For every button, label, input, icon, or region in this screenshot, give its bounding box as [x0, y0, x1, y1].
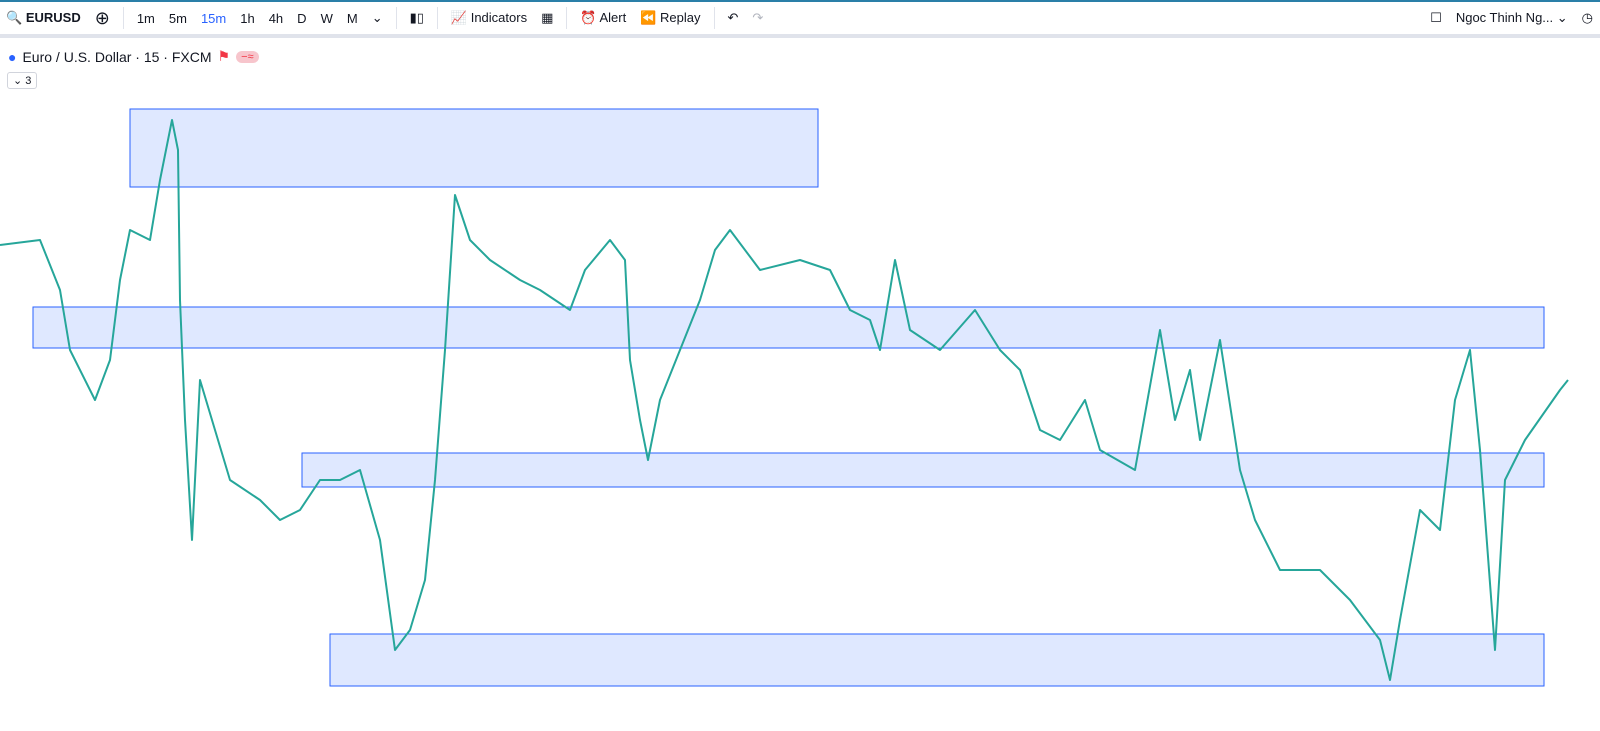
zone [329, 633, 1545, 687]
status-badge: −≈ [236, 50, 259, 63]
zone [32, 306, 1545, 349]
interval-button[interactable]: 1m [136, 10, 155, 26]
collapsed-count[interactable]: 3 [25, 75, 32, 87]
interval-button[interactable]: W [320, 10, 333, 26]
alert-button[interactable]: ⏰ Alert [580, 10, 627, 25]
indicators-label[interactable]: Indicators [470, 10, 528, 25]
symbol-search[interactable]: 🔍 EURUSD [6, 10, 81, 25]
separator [566, 7, 568, 29]
symbol-icon: ● [8, 48, 17, 65]
separator [436, 7, 438, 29]
redo-button[interactable]: ↷ [752, 10, 764, 25]
interval-menu[interactable]: ⌄ [371, 10, 383, 25]
replay-button[interactable]: ⏪ Replay [640, 10, 701, 25]
user-menu[interactable]: Ngoc Thinh Ng... ⌄ [1455, 10, 1568, 25]
indicator-toggle[interactable]: ⌄ 3 [7, 72, 38, 89]
zone [129, 108, 819, 188]
interval-group: 1m 5m 15m 1h 4h D W M [130, 11, 365, 26]
price-line [0, 119, 1569, 681]
separator [122, 7, 124, 29]
interval-button[interactable]: 4h [268, 10, 284, 26]
indicators-button[interactable]: 📈 Indicators [450, 10, 528, 25]
layouts-button[interactable]: ▦ [541, 10, 554, 25]
alert-label[interactable]: Alert [599, 10, 627, 25]
legend: ● Euro / U.S. Dollar · 15 · FXCM ⚑ −≈ [8, 48, 259, 65]
layout-checkbox[interactable]: ☐ [1430, 10, 1442, 25]
settings-button[interactable]: ◷ [1581, 10, 1593, 25]
separator [395, 7, 397, 29]
toolbar: 🔍 EURUSD ⊕ 1m 5m 15m 1h 4h D W M ⌄ ▮▯ 📈 Indicat… [0, 0, 1600, 38]
interval-button[interactable]: 1h [240, 10, 255, 26]
separator [713, 7, 715, 29]
interval-button[interactable]: M [346, 10, 358, 26]
interval-button[interactable]: D [297, 10, 307, 26]
undo-button[interactable]: ↶ [727, 10, 739, 25]
compare-button[interactable]: ⊕ [94, 7, 110, 28]
user-name[interactable]: Ngoc Thinh Ng... [1455, 10, 1554, 25]
interval-button[interactable]: 5m [168, 10, 187, 26]
zone [301, 452, 1545, 488]
flag-icon[interactable]: ⚑ [217, 48, 231, 64]
interval-button[interactable]: 15m [200, 10, 227, 26]
replay-label[interactable]: Replay [660, 10, 701, 25]
chart-type-button[interactable]: ▮▯ [409, 10, 424, 25]
legend-title: Euro / U.S. Dollar · 15 · FXCM [22, 48, 212, 65]
symbol[interactable]: EURUSD [25, 10, 81, 25]
